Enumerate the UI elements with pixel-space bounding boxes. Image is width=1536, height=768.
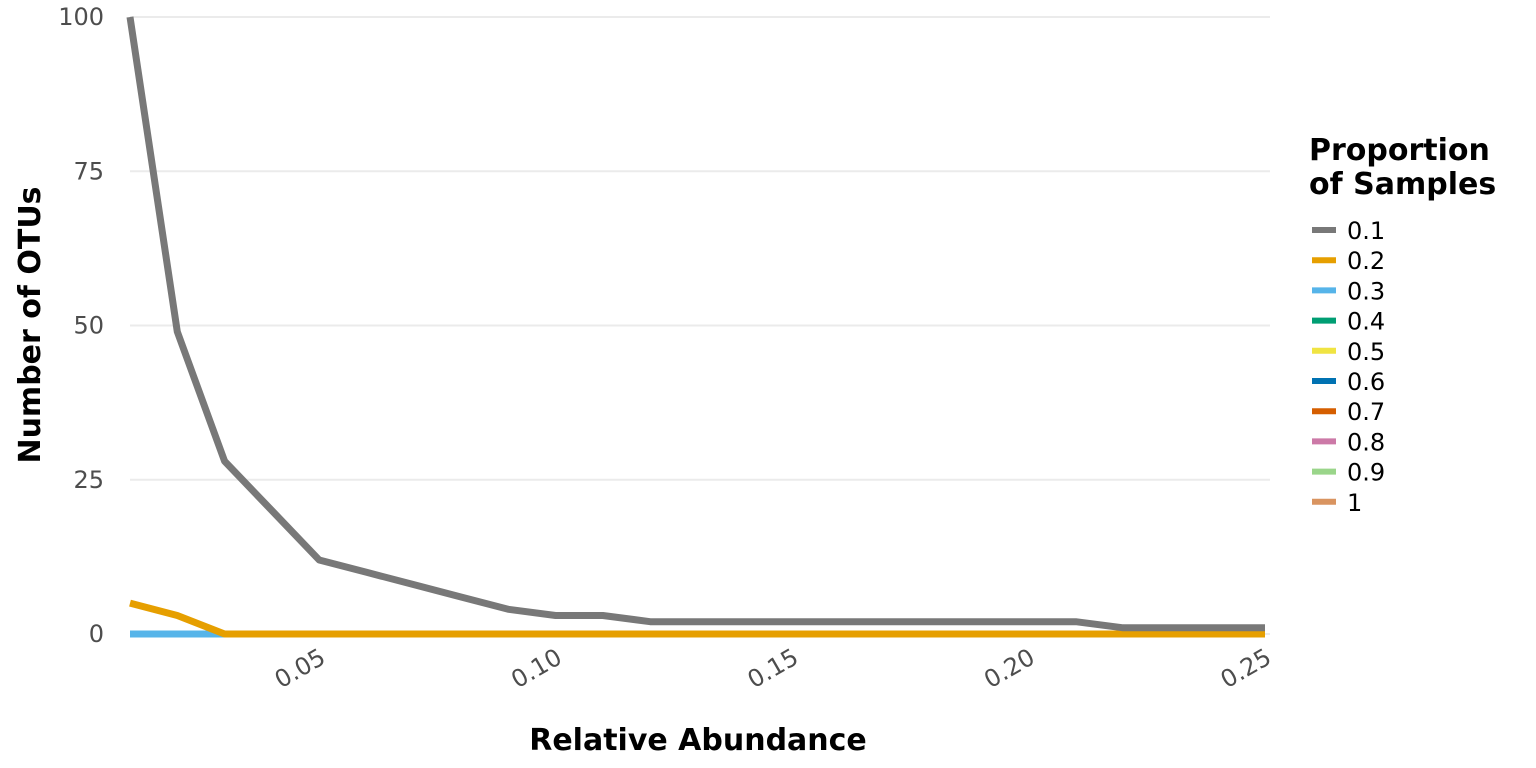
legend-title: Proportion of Samples [1309, 133, 1500, 202]
x-axis-title: Relative Abundance [529, 723, 867, 758]
legend-label: 0.2 [1347, 247, 1385, 275]
y-tick-label: 25 [73, 466, 104, 494]
x-tick-label: 0.05 [270, 643, 330, 694]
y-tick-label: 100 [58, 3, 104, 31]
x-axis-ticks: 0.05 0.10 0.15 0.20 0.25 [270, 643, 1276, 694]
y-tick-label: 75 [73, 157, 104, 185]
series-line-0.2 [129, 599, 1265, 638]
x-tick-label: 0.20 [979, 643, 1039, 694]
legend-label: 0.3 [1347, 277, 1385, 305]
y-axis-ticks: 0 25 50 75 100 [58, 3, 104, 648]
legend-label: 0.7 [1347, 398, 1385, 426]
legend-label: 0.1 [1347, 217, 1385, 245]
legend-label: 0.9 [1347, 459, 1385, 487]
x-tick-label: 0.10 [506, 643, 566, 694]
legend-label: 0.8 [1347, 428, 1385, 456]
legend-label: 0.4 [1347, 308, 1385, 336]
series-line-0.1 [126, 16, 1265, 632]
y-tick-label: 0 [89, 620, 104, 648]
legend: Proportion of Samples 0.10.20.3 0.40.50.6… [1309, 133, 1500, 517]
legend-label: 0.6 [1347, 368, 1385, 396]
legend-label: 0.5 [1347, 338, 1385, 366]
series-lines [126, 16, 1265, 638]
legend-label: 1 [1347, 489, 1362, 517]
legend-items: 0.10.20.3 0.40.50.60.70.8 0.91 [1312, 217, 1385, 517]
y-tick-label: 50 [73, 312, 104, 340]
x-tick-label: 0.25 [1216, 643, 1276, 694]
x-tick-label: 0.15 [743, 643, 803, 694]
legend-title-line-1: Proportion [1309, 133, 1490, 168]
legend-title-line-2: of Samples [1309, 167, 1496, 202]
y-axis-title: Number of OTUs [13, 186, 48, 463]
